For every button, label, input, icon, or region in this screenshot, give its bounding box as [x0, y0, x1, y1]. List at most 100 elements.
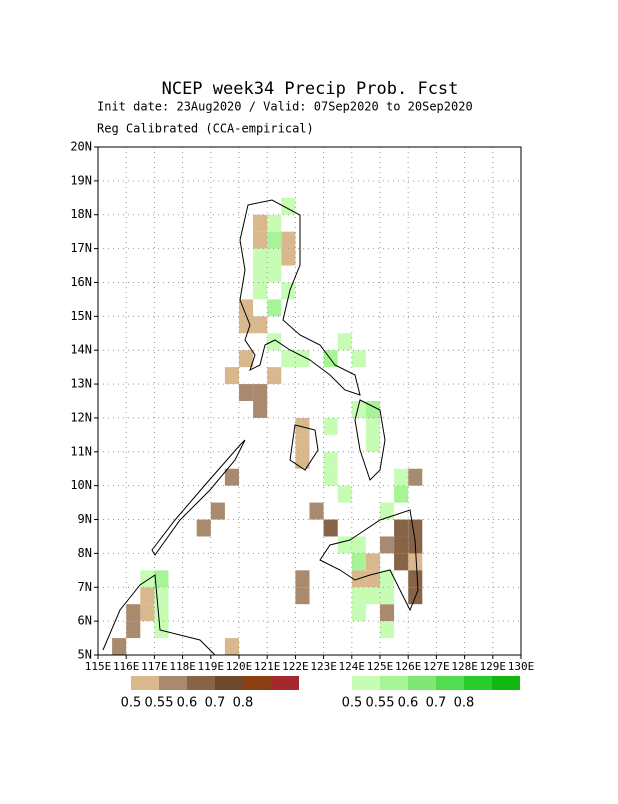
legend-label: 0.55 — [366, 696, 395, 711]
prob-cell — [253, 282, 268, 300]
coast — [354, 399, 386, 481]
y-tick-label: 8N — [78, 546, 92, 560]
legend-swatch — [436, 676, 464, 690]
x-tick-label: 126E — [395, 660, 422, 673]
x-tick-label: 124E — [339, 660, 366, 673]
prob-cell — [267, 231, 282, 249]
prob-cell — [408, 570, 423, 588]
legend-label: 0.7 — [426, 696, 447, 711]
x-tick-label: 125E — [367, 660, 394, 673]
title: NCEP week34 Precip Prob. Fcst — [162, 79, 459, 99]
legend-swatch — [187, 676, 215, 690]
prob-cell — [239, 316, 254, 334]
prob-cell — [380, 604, 395, 622]
coast — [319, 509, 419, 612]
y-tick-label: 20N — [70, 140, 92, 154]
prob-cell — [281, 350, 296, 368]
map-frame — [97, 146, 522, 656]
prob-cell — [267, 299, 282, 317]
y-tick-label: 14N — [70, 343, 92, 357]
legend-swatch — [271, 676, 299, 690]
y-tick-label: 11N — [70, 444, 92, 458]
legend-swatch — [464, 676, 492, 690]
prob-cell — [140, 587, 155, 605]
legend-swatch — [131, 676, 159, 690]
prob-cell — [253, 265, 268, 283]
prob-cell — [140, 604, 155, 622]
prob-cell — [267, 265, 282, 283]
prob-cell — [154, 621, 169, 639]
prob-cell — [253, 401, 268, 418]
legend-label: 0.6 — [177, 696, 198, 711]
prob-cell — [239, 384, 254, 401]
legend-label: 0.5 — [121, 696, 142, 711]
prob-cell — [323, 468, 338, 486]
prob-cell — [351, 604, 366, 622]
prob-cell — [281, 282, 296, 300]
x-tick-label: 116E — [113, 660, 140, 673]
legend-swatch — [215, 676, 243, 690]
prob-cell — [154, 570, 169, 588]
prob-cell — [365, 587, 380, 605]
prob-cell — [224, 367, 239, 385]
x-tick-label: 128E — [451, 660, 478, 673]
legend-label: 0.6 — [398, 696, 419, 711]
prob-cell — [408, 519, 423, 537]
legend-label: 0.8 — [454, 696, 475, 711]
prob-cell — [210, 502, 225, 520]
prob-cell — [408, 468, 423, 486]
y-tick-label: 18N — [70, 207, 92, 221]
prob-cell — [380, 502, 395, 520]
prob-cell — [365, 570, 380, 588]
legend-label: 0.5 — [342, 696, 363, 711]
prob-cell — [394, 553, 409, 571]
legend-swatch — [352, 676, 380, 690]
prob-cell — [126, 604, 141, 622]
y-tick-label: 7N — [78, 580, 92, 594]
prob-cell — [365, 434, 380, 452]
y-tick-label: 9N — [78, 512, 92, 526]
prob-cell — [337, 485, 352, 503]
prob-cell — [267, 248, 282, 266]
prob-cell — [394, 468, 409, 486]
prob-cell — [239, 350, 254, 368]
y-tick-label: 5N — [78, 648, 92, 662]
prob-cell — [154, 587, 169, 605]
prob-cell — [323, 417, 338, 435]
x-tick-label: 129E — [480, 660, 507, 673]
prob-cell — [351, 536, 366, 554]
prob-cell — [267, 214, 282, 232]
prob-cell — [380, 621, 395, 639]
prob-cell — [351, 401, 366, 418]
legend: 0.5 0.55 0.6 0.7 0.8 0.5 0.55 0.6 0.7 0.8 — [121, 676, 520, 711]
x-tick-label: 121E — [254, 660, 281, 673]
prob-cell — [196, 519, 211, 537]
x-tick-label: 115E — [85, 660, 112, 673]
prob-cell — [323, 451, 338, 469]
prob-cell — [253, 248, 268, 266]
note: Reg Calibrated (CCA-empirical) — [97, 122, 314, 136]
prob-cell — [351, 350, 366, 368]
x-tick-label: 117E — [141, 660, 168, 673]
prob-cell — [380, 587, 395, 605]
prob-cell — [351, 587, 366, 605]
prob-cell — [267, 333, 282, 351]
prob-cell — [337, 333, 352, 351]
prob-cell — [126, 621, 141, 639]
prob-cell — [380, 570, 395, 588]
prob-cell — [253, 214, 268, 232]
prob-cell — [408, 553, 423, 571]
y-tick-label: 19N — [70, 173, 92, 187]
prob-cell — [365, 553, 380, 571]
legend-swatch — [408, 676, 436, 690]
subtitle: Init date: 23Aug2020 / Valid: 07Sep2020 … — [97, 100, 473, 114]
prob-cell — [295, 434, 310, 452]
y-tick-label: 13N — [70, 377, 92, 391]
prob-cell — [224, 468, 239, 486]
prob-cell — [337, 536, 352, 554]
prob-cell — [267, 367, 282, 385]
prob-cell — [239, 299, 254, 317]
coastline — [102, 199, 419, 656]
prob-cell — [281, 248, 296, 266]
